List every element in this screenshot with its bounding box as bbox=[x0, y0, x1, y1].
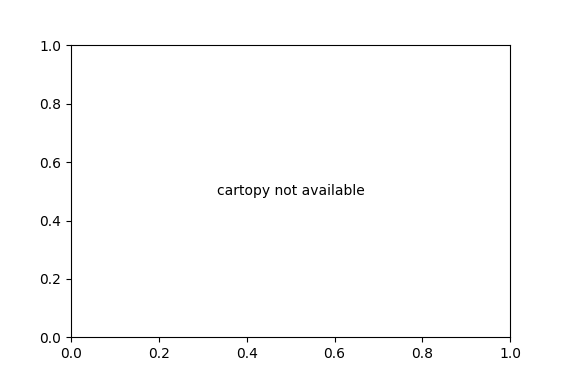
Text: cartopy not available: cartopy not available bbox=[217, 185, 365, 198]
